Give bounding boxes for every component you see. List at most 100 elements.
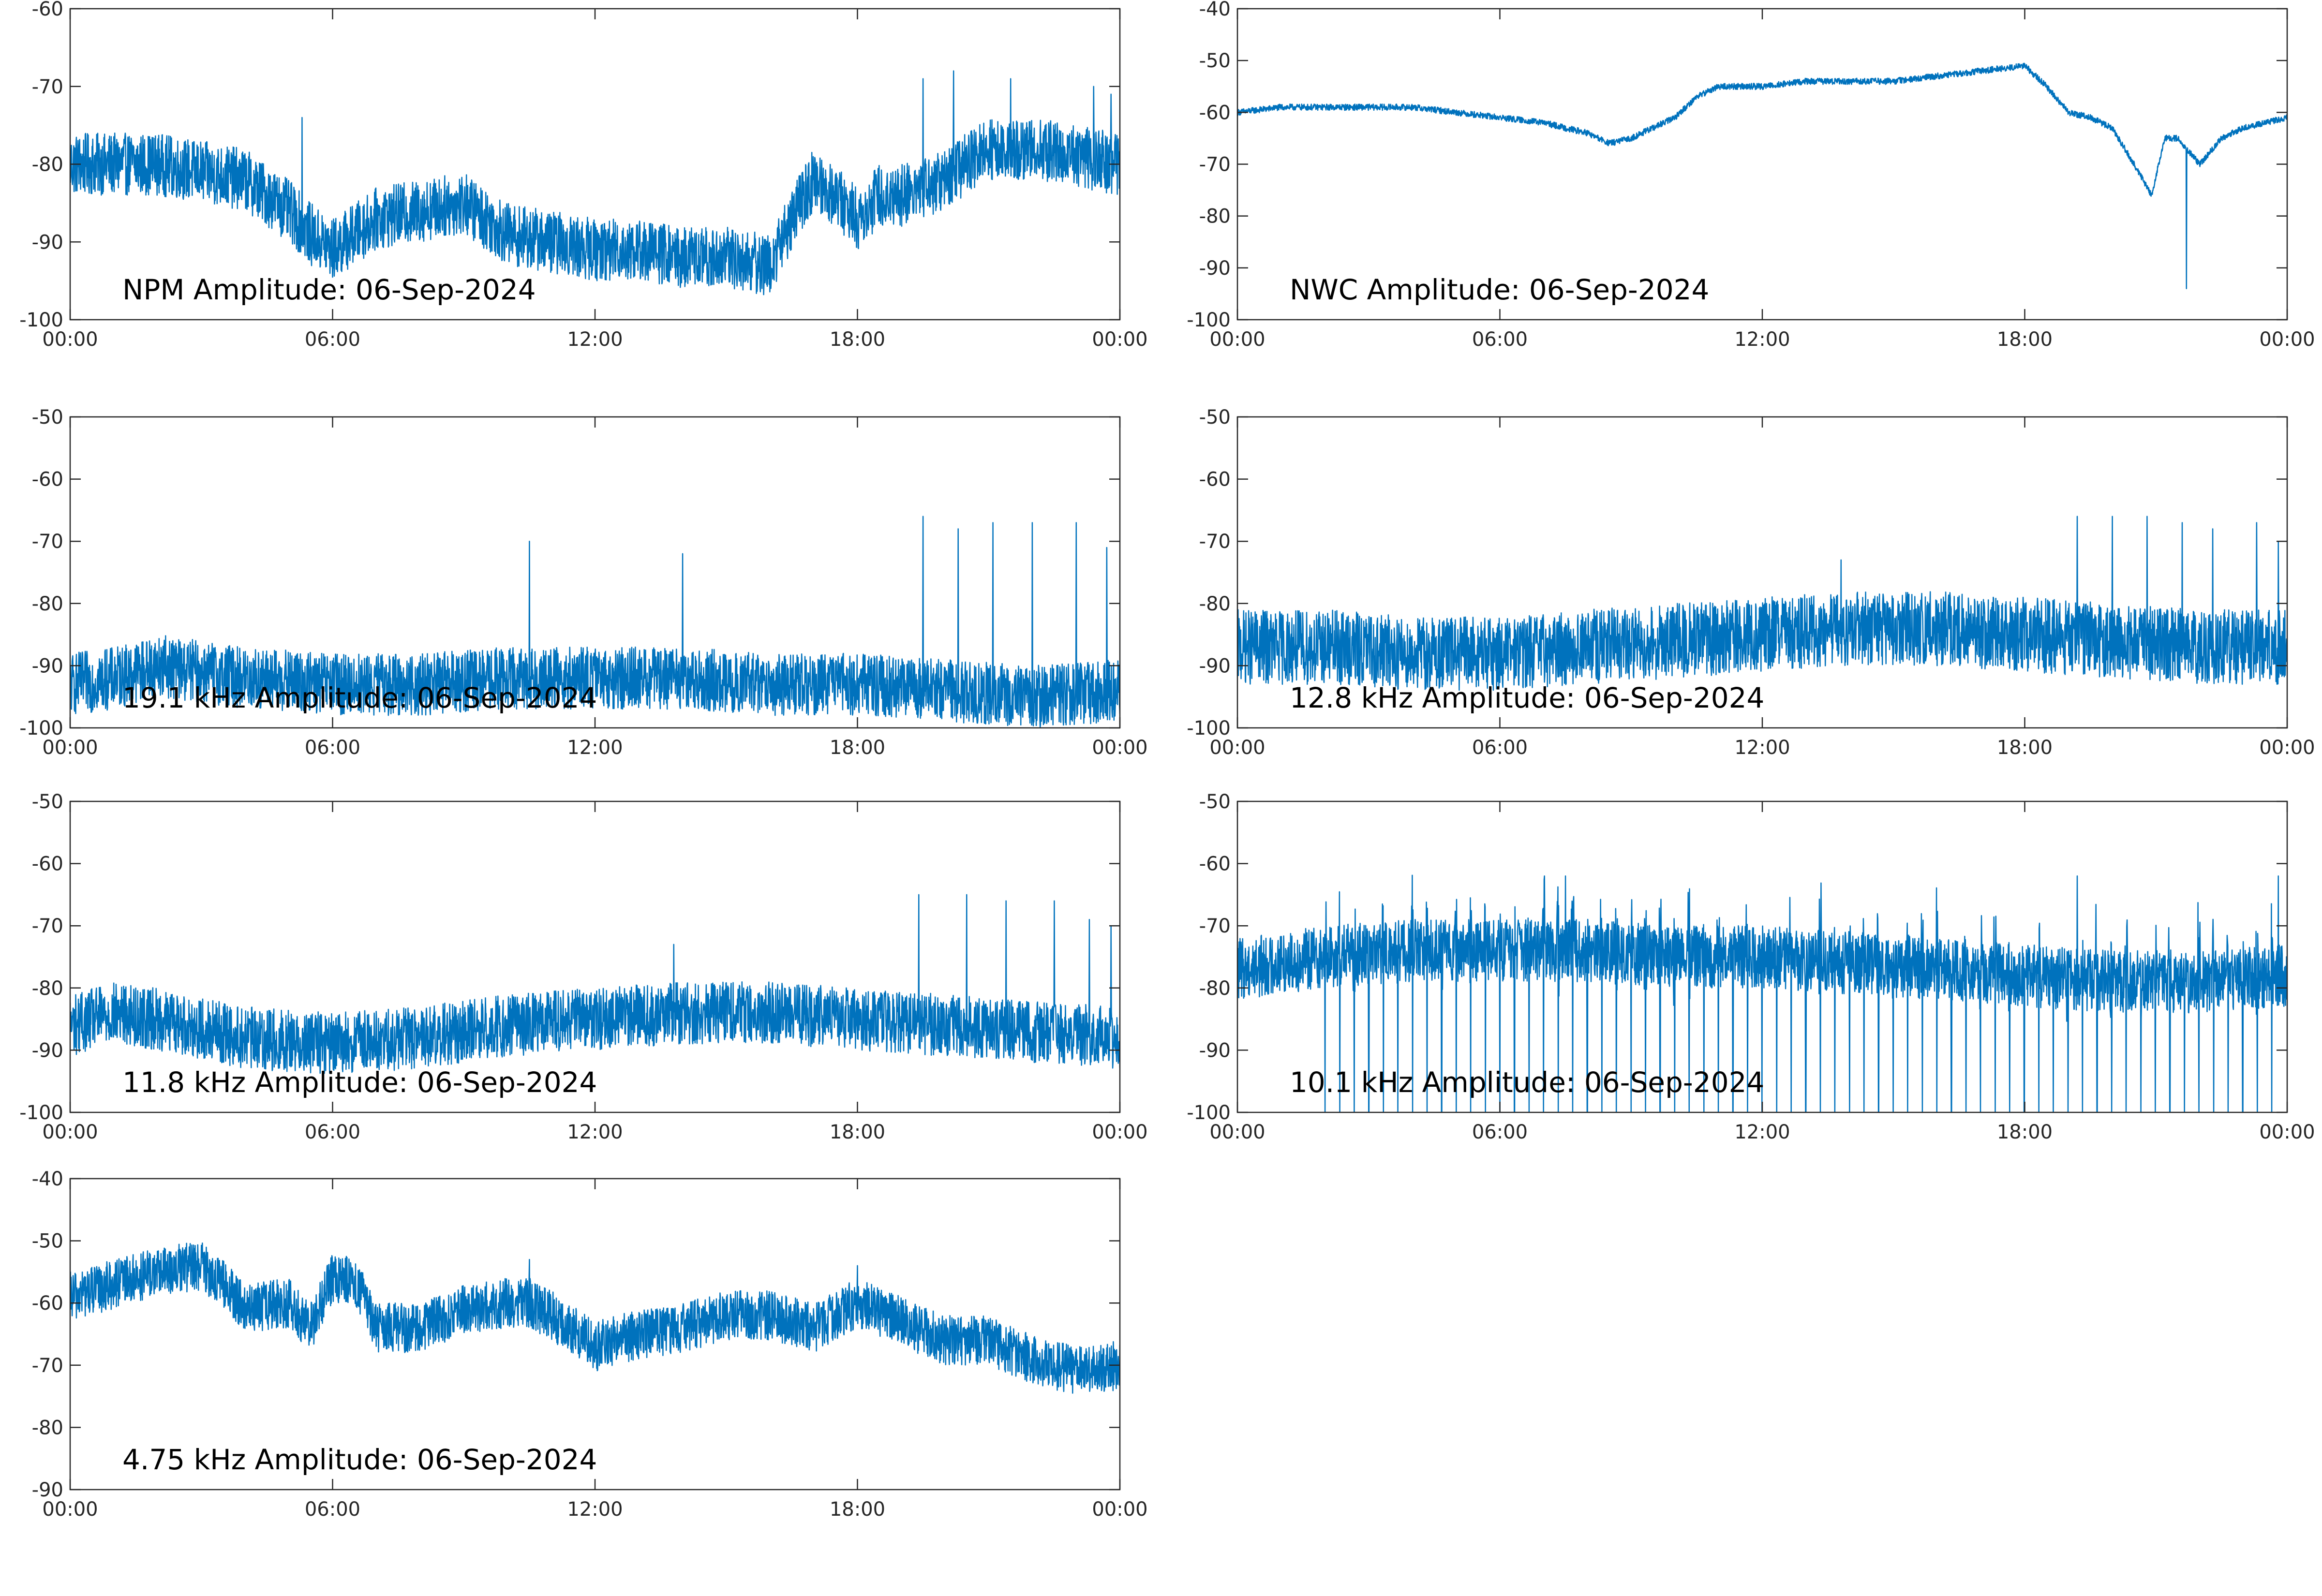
chart-1-title: NPM Amplitude: 06-Sep-2024: [122, 273, 536, 306]
chart-5-y-tick-label: -60: [32, 853, 63, 875]
chart-4-y-tick-label: -50: [1199, 406, 1231, 429]
chart-1-series-line: [70, 70, 1120, 296]
chart-1-y-tick-label: -100: [19, 309, 63, 331]
chart-2-y-tick-label: -60: [1199, 102, 1231, 124]
chart-4-x-tick-label: 12:00: [1734, 737, 1790, 759]
chart-5-x-tick-label: 00:00: [1092, 1121, 1147, 1143]
chart-4-series-line: [1237, 516, 2287, 691]
chart-5-x-tick-label: 00:00: [42, 1121, 98, 1143]
chart-3-y-tick-label: -90: [32, 655, 63, 677]
chart-7-y-tick-label: -40: [32, 1168, 63, 1190]
chart-2-x-tick-label: 00:00: [1209, 328, 1265, 351]
chart-5-y-tick-label: -100: [19, 1102, 63, 1124]
chart-7-x-tick-label: 12:00: [567, 1498, 623, 1521]
chart-5-y-tick-label: -50: [32, 791, 63, 813]
chart-1-x-tick-label: 00:00: [42, 328, 98, 351]
chart-6-title: 10.1 kHz Amplitude: 06-Sep-2024: [1290, 1066, 1764, 1099]
chart-7-x-tick-label: 06:00: [305, 1498, 360, 1521]
chart-7-title: 4.75 kHz Amplitude: 06-Sep-2024: [122, 1443, 597, 1476]
chart-6-y-tick-label: -60: [1199, 853, 1231, 875]
chart-6-x-tick-label: 00:00: [1209, 1121, 1265, 1143]
chart-4-y-tick-label: -100: [1187, 717, 1231, 739]
chart-3-y-tick-label: -100: [19, 717, 63, 739]
chart-7-series-line: [70, 1242, 1120, 1394]
chart-6-y-tick-label: -90: [1199, 1039, 1231, 1062]
chart-4-x-tick-label: 00:00: [1209, 737, 1265, 759]
chart-4-x-tick-label: 00:00: [2259, 737, 2315, 759]
chart-3-x-tick-label: 18:00: [830, 737, 885, 759]
chart-2-x-tick-label: 12:00: [1734, 328, 1790, 351]
chart-4-y-tick-label: -90: [1199, 655, 1231, 677]
chart-1-y-tick-label: -70: [32, 76, 63, 98]
chart-3-x-tick-label: 06:00: [305, 737, 360, 759]
chart-7-y-tick-label: -70: [32, 1355, 63, 1377]
chart-1-y-tick-label: -90: [32, 231, 63, 253]
chart-5-y-tick-label: -80: [32, 977, 63, 1000]
chart-4-x-tick-label: 18:00: [1997, 737, 2053, 759]
chart-1-y-tick-label: -80: [32, 154, 63, 176]
chart-3-y-tick-label: -70: [32, 531, 63, 553]
chart-3-y-tick-label: -60: [32, 469, 63, 491]
chart-6-y-tick-label: -70: [1199, 915, 1231, 937]
chart-3-x-tick-label: 12:00: [567, 737, 623, 759]
chart-6-series-line: [1237, 874, 2287, 1112]
chart-5-title: 11.8 kHz Amplitude: 06-Sep-2024: [122, 1066, 597, 1099]
chart-6-y-tick-label: -50: [1199, 791, 1231, 813]
chart-2-x-tick-label: 00:00: [2259, 328, 2315, 351]
chart-7-x-tick-label: 18:00: [830, 1498, 885, 1521]
chart-6-x-tick-label: 00:00: [2259, 1121, 2315, 1143]
chart-1-x-tick-label: 06:00: [305, 328, 360, 351]
chart-2-y-tick-label: -50: [1199, 50, 1231, 72]
chart-3-y-tick-label: -50: [32, 406, 63, 429]
chart-3-x-tick-label: 00:00: [42, 737, 98, 759]
chart-1-x-tick-label: 18:00: [830, 328, 885, 351]
chart-2-x-tick-label: 18:00: [1997, 328, 2053, 351]
chart-4-x-tick-label: 06:00: [1472, 737, 1528, 759]
chart-4-y-tick-label: -60: [1199, 469, 1231, 491]
chart-6-x-tick-label: 12:00: [1734, 1121, 1790, 1143]
chart-2-y-tick-label: -80: [1199, 206, 1231, 228]
chart-4-title: 12.8 kHz Amplitude: 06-Sep-2024: [1290, 681, 1764, 714]
chart-5-series-line: [70, 894, 1120, 1074]
chart-5-x-tick-label: 18:00: [830, 1121, 885, 1143]
chart-4-y-tick-label: -70: [1199, 531, 1231, 553]
chart-7-x-tick-label: 00:00: [1092, 1498, 1147, 1521]
chart-3-series-line: [70, 516, 1120, 728]
chart-5-x-tick-label: 12:00: [567, 1121, 623, 1143]
chart-3-title: 19.1 kHz Amplitude: 06-Sep-2024: [122, 681, 597, 714]
chart-7-y-tick-label: -60: [32, 1292, 63, 1315]
chart-6-y-tick-label: -100: [1187, 1102, 1231, 1124]
chart-3-x-tick-label: 00:00: [1092, 737, 1147, 759]
chart-1-x-tick-label: 00:00: [1092, 328, 1147, 351]
chart-5-x-tick-label: 06:00: [305, 1121, 360, 1143]
chart-2-series-line: [1237, 62, 2287, 289]
chart-1-y-tick-label: -60: [32, 0, 63, 20]
chart-7-y-tick-label: -50: [32, 1230, 63, 1253]
chart-3-y-tick-label: -80: [32, 593, 63, 615]
chart-4-y-tick-label: -80: [1199, 593, 1231, 615]
chart-2-x-tick-label: 06:00: [1472, 328, 1528, 351]
chart-7-y-tick-label: -80: [32, 1417, 63, 1439]
chart-6-y-tick-label: -80: [1199, 977, 1231, 1000]
chart-5-y-tick-label: -70: [32, 915, 63, 937]
chart-2-title: NWC Amplitude: 06-Sep-2024: [1290, 273, 1709, 306]
chart-2-y-tick-label: -40: [1199, 0, 1231, 20]
chart-1-x-tick-label: 12:00: [567, 328, 623, 351]
chart-6-x-tick-label: 18:00: [1997, 1121, 2053, 1143]
chart-7-y-tick-label: -90: [32, 1479, 63, 1501]
chart-6-x-tick-label: 06:00: [1472, 1121, 1528, 1143]
chart-2-y-tick-label: -100: [1187, 309, 1231, 331]
chart-5-y-tick-label: -90: [32, 1039, 63, 1062]
chart-2-y-tick-label: -90: [1199, 257, 1231, 280]
chart-2-y-tick-label: -70: [1199, 154, 1231, 176]
chart-7-x-tick-label: 00:00: [42, 1498, 98, 1521]
